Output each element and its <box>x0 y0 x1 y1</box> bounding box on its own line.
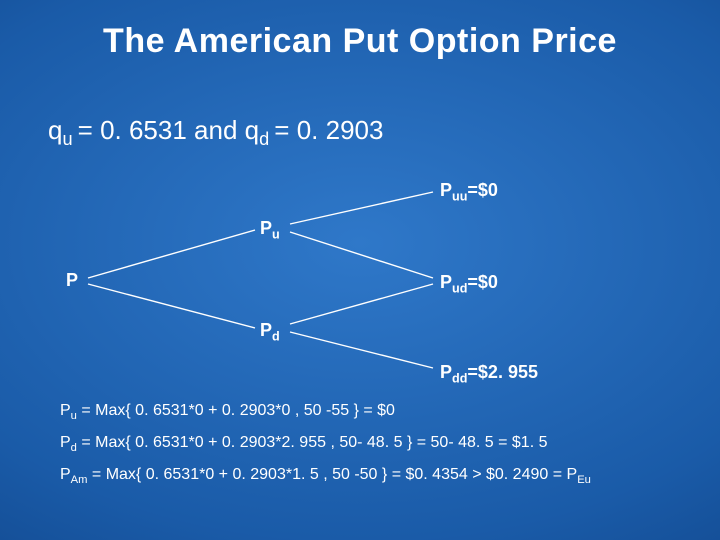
tree-edge <box>88 284 255 328</box>
tree-edge <box>290 284 433 324</box>
equations-block: Pu = Max{ 0. 6531*0 + 0. 2903*0 , 50 -55… <box>60 402 680 498</box>
tree-node-pdd: Pdd=$2. 955 <box>440 362 538 383</box>
tree-edge <box>290 192 433 224</box>
tree-node-puu: Puu=$0 <box>440 180 498 201</box>
equation-pam: PAm = Max{ 0. 6531*0 + 0. 2903*1. 5 , 50… <box>60 466 680 484</box>
tree-node-pud: Pud=$0 <box>440 272 498 293</box>
tree-node-pu: Pu <box>260 218 280 239</box>
equation-pu: Pu = Max{ 0. 6531*0 + 0. 2903*0 , 50 -55… <box>60 402 680 420</box>
tree-node-pd: Pd <box>260 320 280 341</box>
eq-pu-text: = Max{ 0. 6531*0 + 0. 2903*0 , 50 -55 } … <box>81 402 395 419</box>
eq-pam-tail-sub: Eu <box>577 474 591 486</box>
tree-edge <box>290 232 433 278</box>
tree-node-p: P <box>66 270 78 291</box>
eq-pd-text: = Max{ 0. 6531*0 + 0. 2903*2. 955 , 50- … <box>81 434 547 451</box>
eq-pam-text: = Max{ 0. 6531*0 + 0. 2903*1. 5 , 50 -50… <box>92 466 577 483</box>
tree-edge <box>88 230 255 278</box>
tree-edge <box>290 332 433 368</box>
equation-pd: Pd = Max{ 0. 6531*0 + 0. 2903*2. 955 , 5… <box>60 434 680 452</box>
